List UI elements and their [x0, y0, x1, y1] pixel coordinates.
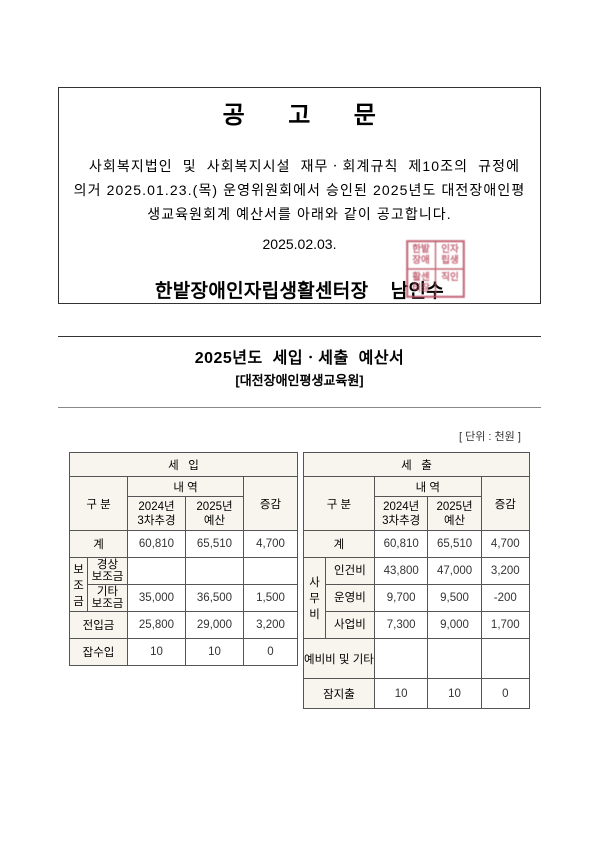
svg-text:터장: 터장: [412, 282, 430, 294]
svg-text:인자: 인자: [441, 243, 459, 255]
svg-text:립생: 립생: [441, 254, 458, 266]
svg-text:한밭: 한밭: [412, 243, 430, 255]
svg-text:직인: 직인: [441, 271, 458, 283]
svg-text:활센: 활센: [412, 271, 430, 283]
svg-text:장애: 장애: [412, 254, 429, 266]
